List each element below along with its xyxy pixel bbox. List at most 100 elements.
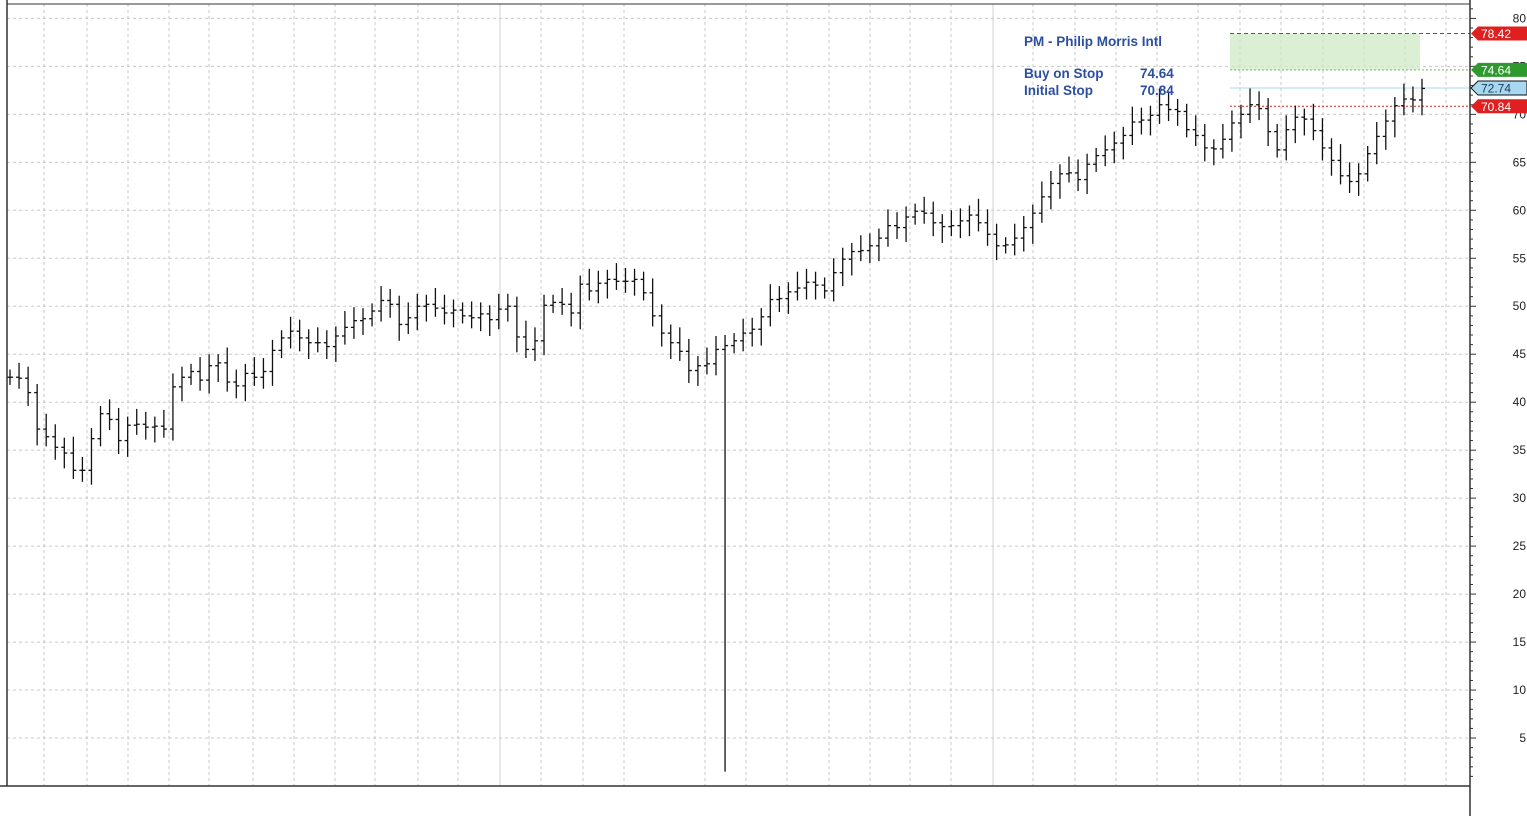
price-bar xyxy=(1274,123,1281,158)
price-bar xyxy=(495,293,502,330)
price-bar xyxy=(776,286,783,313)
price-bars xyxy=(7,78,1425,772)
price-bar xyxy=(1075,159,1082,192)
price-bar xyxy=(993,223,1000,261)
y-tick-label: 5 xyxy=(1519,731,1526,745)
price-bar xyxy=(848,242,855,276)
level-tag-shape xyxy=(1471,26,1527,41)
price-bar xyxy=(1301,108,1308,136)
price-bar xyxy=(151,416,158,443)
price-bar xyxy=(1382,109,1389,150)
price-bar xyxy=(61,437,68,469)
price-bar xyxy=(1011,223,1018,256)
price-bar xyxy=(631,268,638,296)
price-bar xyxy=(387,288,394,318)
price-bar xyxy=(459,302,466,324)
y-tick-label: 25 xyxy=(1513,539,1527,553)
price-bar xyxy=(79,456,86,482)
price-bar xyxy=(1373,122,1380,165)
price-bar xyxy=(1192,115,1199,147)
price-bar xyxy=(1419,78,1425,116)
chart-grid xyxy=(7,4,1470,786)
price-bar xyxy=(921,196,928,224)
price-bar xyxy=(477,302,484,332)
price-bar xyxy=(586,268,593,301)
price-bar xyxy=(360,308,366,336)
price-bar xyxy=(1201,123,1208,162)
price-bar xyxy=(1029,204,1036,244)
y-tick-label: 30 xyxy=(1513,491,1527,505)
initial-stop-value: 70.84 xyxy=(1140,83,1174,98)
level-tag-shape xyxy=(1470,80,1527,96)
price-bar xyxy=(1102,135,1109,167)
price-bar xyxy=(1111,131,1118,164)
price-bar xyxy=(260,358,267,389)
price-bar xyxy=(930,201,937,237)
price-bar xyxy=(233,369,240,399)
price-bar xyxy=(224,347,231,392)
price-bar xyxy=(1038,181,1045,223)
price-bar xyxy=(875,228,882,262)
price-bar xyxy=(1400,83,1407,116)
y-tick-label: 15 xyxy=(1513,635,1527,649)
price-bar xyxy=(1310,103,1317,141)
price-bar xyxy=(242,363,249,402)
y-tick-label: 10 xyxy=(1513,683,1527,697)
y-tick-label: 55 xyxy=(1513,251,1527,265)
price-bar xyxy=(468,301,475,329)
price-bar xyxy=(568,292,575,327)
price-bar xyxy=(115,407,122,455)
price-bar xyxy=(369,303,376,327)
price-bar xyxy=(88,428,95,485)
level-tag-shape xyxy=(1471,99,1527,114)
level-tags: 78.42 74.64 72.74 70.84 xyxy=(1470,26,1527,114)
price-bar xyxy=(287,316,294,349)
buy-on-stop-label: Buy on Stop xyxy=(1024,66,1104,81)
price-bar xyxy=(703,347,710,375)
price-bar xyxy=(1120,126,1127,160)
y-tick-label: 40 xyxy=(1513,395,1527,409)
price-bar xyxy=(1337,144,1344,185)
price-bar xyxy=(1002,237,1009,254)
price-bar xyxy=(767,284,774,327)
price-bar xyxy=(215,354,222,383)
price-bar xyxy=(1364,146,1371,182)
price-bar xyxy=(1165,91,1172,122)
price-bar xyxy=(269,339,276,386)
price-bar xyxy=(531,327,538,361)
price-bar xyxy=(1409,86,1416,113)
level-tag-label: 70.84 xyxy=(1481,100,1511,114)
level-tag-label: 72.74 xyxy=(1481,82,1511,96)
price-bar xyxy=(1147,105,1154,136)
price-bar xyxy=(1265,98,1272,147)
price-bar xyxy=(1328,138,1335,176)
price-bar xyxy=(197,357,204,391)
y-tick-label: 20 xyxy=(1513,587,1527,601)
price-bar xyxy=(70,436,77,479)
price-bar xyxy=(1256,91,1263,121)
price-bar xyxy=(975,198,982,232)
price-bar xyxy=(133,408,140,435)
price-bar xyxy=(169,373,176,441)
price-bar xyxy=(522,320,529,359)
price-bar xyxy=(884,209,891,247)
price-bar xyxy=(640,271,647,301)
target-zone xyxy=(1230,33,1420,70)
price-bar xyxy=(939,214,946,243)
price-bar xyxy=(685,338,692,384)
price-bar xyxy=(1355,163,1362,196)
price-bar xyxy=(1319,118,1326,161)
price-bar xyxy=(1210,139,1217,166)
price-bar xyxy=(396,295,403,341)
price-bar xyxy=(740,318,747,352)
price-bar xyxy=(694,356,701,386)
price-bar xyxy=(713,335,719,376)
price-bar xyxy=(278,330,285,359)
level-tag-target: 78.42 xyxy=(1471,26,1527,41)
price-bar xyxy=(16,362,23,389)
level-tag-last: 72.74 xyxy=(1470,80,1527,96)
price-bar xyxy=(1084,153,1091,194)
price-bar xyxy=(323,330,330,360)
price-bar xyxy=(178,366,185,402)
price-bar xyxy=(1292,105,1299,144)
